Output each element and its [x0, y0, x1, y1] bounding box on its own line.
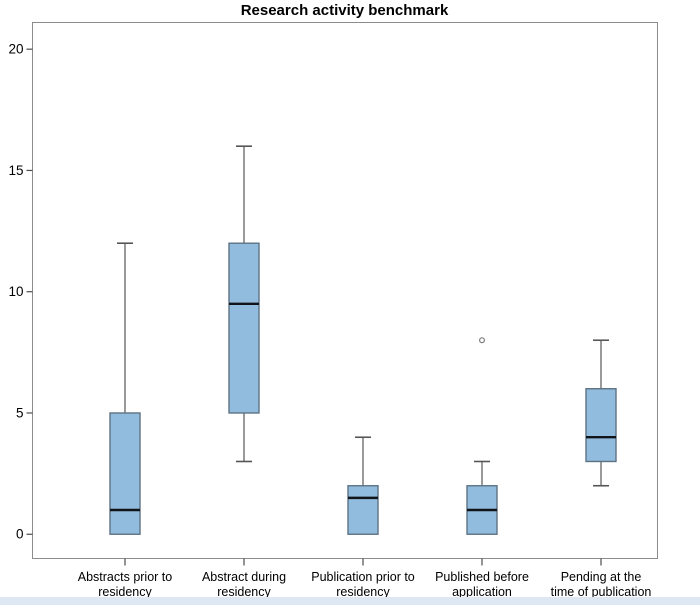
y-tick-label: 10	[8, 284, 23, 299]
box	[228, 242, 260, 414]
plot-frame	[32, 22, 658, 559]
y-tick-label: 20	[8, 42, 23, 57]
box	[109, 412, 141, 535]
box	[347, 485, 379, 535]
category-label: residency	[217, 585, 271, 599]
category-label: Published before	[435, 570, 529, 584]
chart-title: Research activity benchmark	[240, 2, 449, 19]
category-label: Abstracts prior to	[78, 570, 173, 584]
y-tick-label: 15	[8, 163, 23, 178]
category-label: residency	[336, 585, 390, 599]
category-label: Abstract during	[202, 570, 286, 584]
category-label: application	[452, 585, 512, 599]
y-tick-label: 5	[16, 405, 24, 420]
category-label: time of publication	[551, 585, 652, 599]
box	[585, 388, 617, 463]
outlier-point	[479, 337, 486, 344]
category-label: Publication prior to	[311, 570, 415, 584]
category-label: residency	[98, 585, 152, 599]
footer-strip	[0, 597, 700, 605]
category-label: Pending at the	[561, 570, 642, 584]
y-tick-label: 0	[16, 527, 24, 542]
